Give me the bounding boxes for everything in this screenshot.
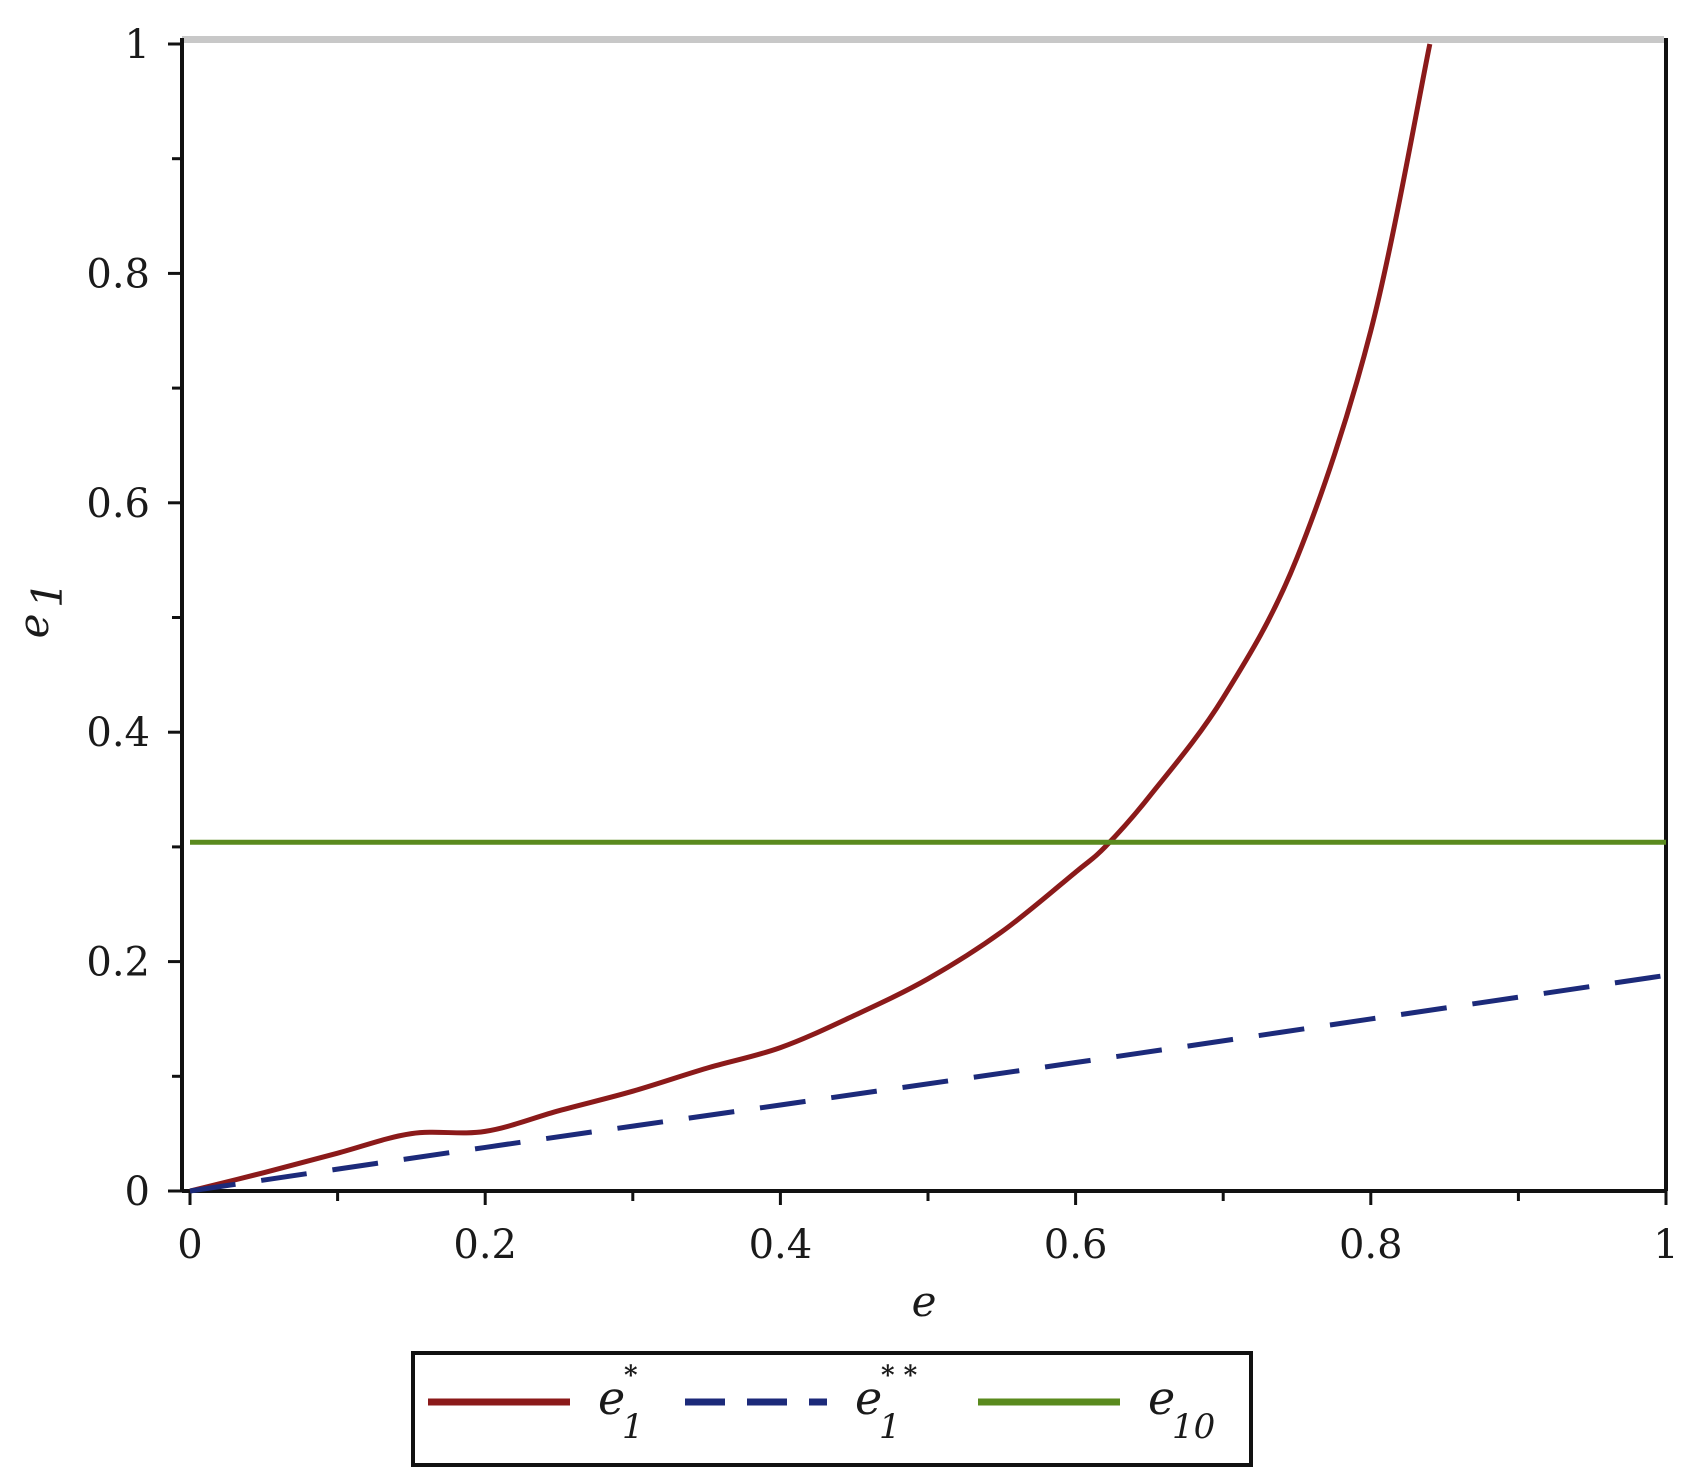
series-line-2 bbox=[189, 972, 1667, 1194]
plot-top-border bbox=[182, 36, 1664, 43]
y-axis-label: e 1 bbox=[9, 581, 72, 638]
tick-labels: 0 0.2 0.4 0.6 0.8 1 0 0.2 0.4 0.6 0.8 1 bbox=[86, 22, 1678, 1268]
y-tick-label: 0.6 bbox=[86, 481, 150, 527]
legend-label-sup-2: * * bbox=[881, 1361, 918, 1391]
series-line-1 bbox=[189, 43, 1433, 1194]
x-tick-label: 0.8 bbox=[1339, 1222, 1403, 1268]
legend-label-3: e bbox=[1148, 1371, 1175, 1425]
x-tick-label: 1 bbox=[1653, 1222, 1678, 1268]
y-tick-label: 0.2 bbox=[86, 940, 150, 986]
x-tick-label: 0.6 bbox=[1044, 1222, 1108, 1268]
series-layer bbox=[189, 43, 1667, 1194]
legend-label-sub-1: 1 bbox=[622, 1407, 644, 1447]
x-tick-label: 0 bbox=[177, 1222, 202, 1268]
ticks bbox=[168, 42, 1668, 1205]
y-tick-label: 0 bbox=[125, 1169, 150, 1215]
y-tick-label: 1 bbox=[125, 22, 150, 68]
legend-label-1: e bbox=[598, 1371, 625, 1425]
y-tick-label: 0.8 bbox=[86, 251, 150, 297]
legend-label-2: e bbox=[855, 1371, 882, 1425]
y-axis-label-base: e bbox=[9, 614, 58, 639]
y-axis-label-sub: 1 bbox=[23, 581, 72, 608]
legend-label-sub-2: 1 bbox=[879, 1407, 901, 1447]
y-tick-label: 0.4 bbox=[86, 710, 150, 756]
x-tick-label: 0.2 bbox=[453, 1222, 517, 1268]
legend: e1* e1* * e10 bbox=[411, 1351, 1253, 1467]
legend-items: e1* e1* * e10 bbox=[428, 1361, 1215, 1447]
legend-label-sup-1: * bbox=[624, 1361, 638, 1391]
legend-label-sub-3: 10 bbox=[1172, 1407, 1215, 1447]
plot-frame bbox=[180, 36, 1668, 1193]
x-axis-label: e bbox=[912, 1277, 937, 1326]
legend-box bbox=[411, 1351, 1253, 1467]
x-tick-label: 0.4 bbox=[749, 1222, 813, 1268]
